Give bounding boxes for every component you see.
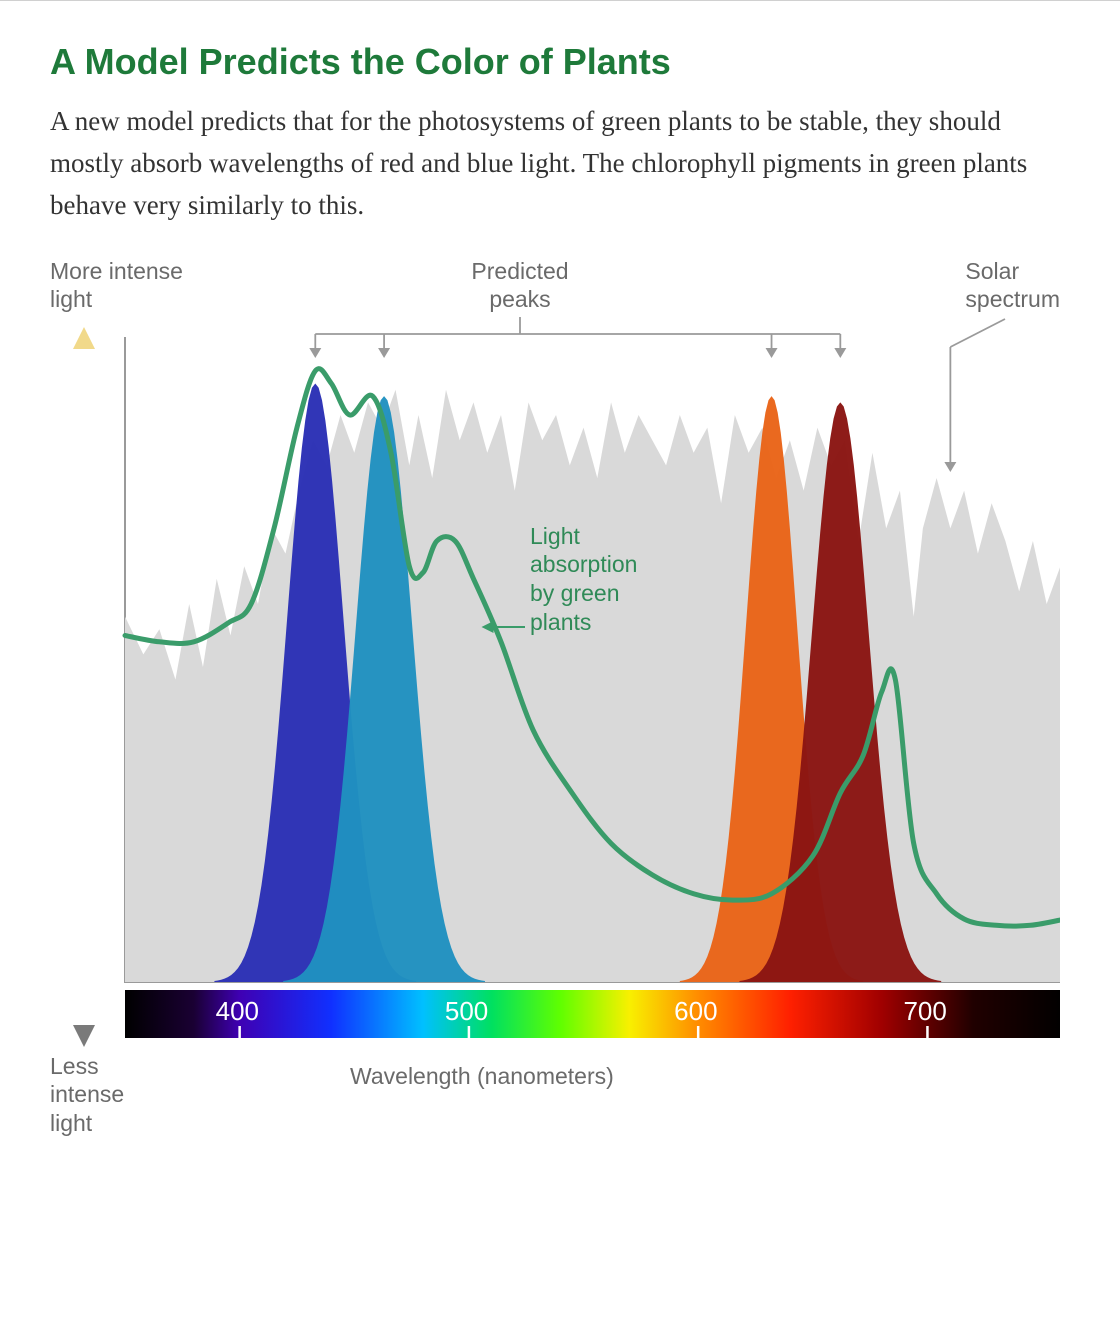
bracket-arrowhead-1: [378, 348, 390, 358]
y-top-label: More intenselight: [50, 257, 183, 315]
spectrum-tick-label: 500: [445, 996, 488, 1026]
spectrum-tick-label: 600: [674, 996, 717, 1026]
chart-subtitle: A new model predicts that for the photos…: [50, 101, 1070, 227]
solar-spectrum-label: Solarspectrum: [965, 257, 1060, 315]
bracket-arrowhead-3: [834, 348, 846, 358]
x-axis-label: Wavelength (nanometers): [350, 1062, 614, 1091]
chart-container: More intenselight Predictedpeaks Solarsp…: [50, 257, 1060, 1157]
y-axis-arrow-up: [73, 327, 95, 349]
solar-pointer-elbow: [950, 319, 1005, 347]
solar-pointer-head: [944, 462, 956, 472]
y-bottom-label: Lessintenselight: [50, 1052, 124, 1138]
absorption-label: Lightabsorptionby greenplants: [530, 522, 637, 637]
spectrum-tick-label: 400: [216, 996, 259, 1026]
chart-title: A Model Predicts the Color of Plants: [50, 41, 1070, 83]
predicted-peaks-label: Predictedpeaks: [430, 257, 610, 315]
bracket-arrowhead-2: [766, 348, 778, 358]
y-axis-arrow-down: [73, 1025, 95, 1047]
spectrum-tick-label: 700: [903, 996, 946, 1026]
bracket-arrowhead-0: [309, 348, 321, 358]
chart-svg: 400 500 600 700: [50, 257, 1060, 1157]
